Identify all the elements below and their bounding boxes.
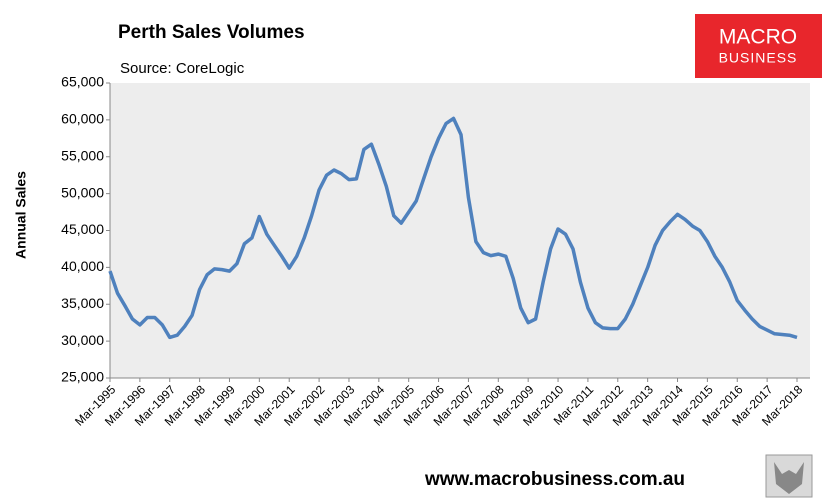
y-axis-label: Annual Sales — [13, 171, 29, 259]
logo — [695, 14, 822, 78]
chart-title: Perth Sales Volumes — [118, 22, 305, 43]
y-tick-label: 25,000 — [61, 369, 104, 385]
y-tick-label: 30,000 — [61, 332, 104, 348]
logo-bottom: BUSINESS — [719, 50, 798, 66]
y-tick-label: 65,000 — [61, 74, 104, 90]
y-tick-label: 35,000 — [61, 295, 104, 311]
line-series — [108, 116, 798, 340]
y-tick-label: 45,000 — [61, 221, 104, 237]
y-tick-label: 40,000 — [61, 258, 104, 274]
plot-area — [110, 83, 810, 378]
y-tick-label: 60,000 — [61, 111, 104, 127]
y-tick-label: 55,000 — [61, 147, 104, 163]
footer-url: www.macrobusiness.com.au — [424, 469, 685, 490]
chart-subtitle: Source: CoreLogic — [120, 60, 245, 77]
y-tick-label: 50,000 — [61, 184, 104, 200]
logo-top: MACRO — [719, 26, 797, 49]
wolf-icon — [765, 454, 813, 498]
